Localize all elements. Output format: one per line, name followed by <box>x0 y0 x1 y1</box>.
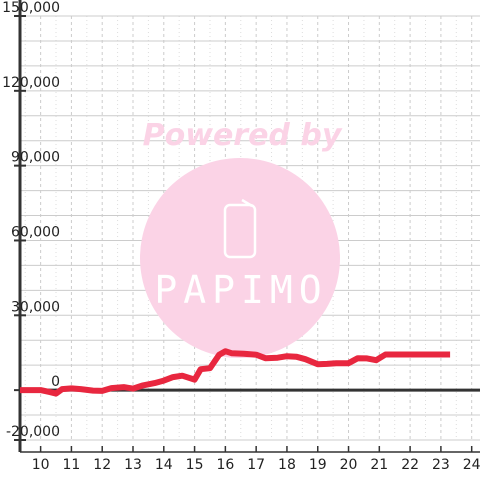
x-tick-label: 20 <box>340 457 358 473</box>
x-tick-label: 23 <box>432 457 450 473</box>
series-line <box>20 348 451 397</box>
y-tick-label: 120,000 <box>2 75 60 91</box>
x-tick-label: 24 <box>463 457 480 473</box>
x-tick-label: 19 <box>309 457 327 473</box>
y-tick-label: 150,000 <box>2 0 60 16</box>
y-tick-label: 60,000 <box>11 224 60 240</box>
watermark: Powered by PAPIMO <box>140 118 343 358</box>
y-tick-label: 90,000 <box>11 150 60 166</box>
phone-icon <box>223 198 257 259</box>
x-tick-label: 10 <box>32 457 50 473</box>
x-tick-label: 16 <box>216 457 234 473</box>
x-tick-label: 18 <box>278 457 296 473</box>
watermark-brand: PAPIMO <box>154 268 327 312</box>
y-tick-label: 30,000 <box>11 299 60 315</box>
x-tick-label: 17 <box>247 457 265 473</box>
y-tick-label: -20,000 <box>6 424 60 440</box>
x-tick-label: 15 <box>186 457 204 473</box>
series <box>20 348 451 397</box>
y-tick-label: 0 <box>51 374 60 390</box>
x-tick-label: 13 <box>124 457 142 473</box>
x-tick-label: 12 <box>93 457 111 473</box>
x-tick-label: 22 <box>401 457 419 473</box>
x-tick-label: 14 <box>155 457 173 473</box>
x-tick-label: 21 <box>370 457 388 473</box>
watermark-powered-by: Powered by <box>143 118 343 153</box>
x-tick-label: 11 <box>63 457 81 473</box>
